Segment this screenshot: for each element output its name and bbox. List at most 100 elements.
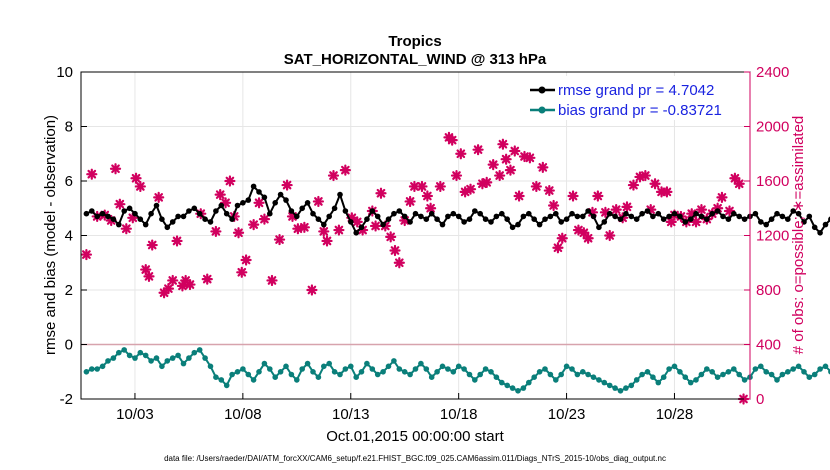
bias-marker bbox=[299, 366, 306, 372]
chart-title: Tropics bbox=[388, 33, 441, 50]
rmse-marker bbox=[558, 219, 564, 225]
x-tick-label-1: 10/08 bbox=[224, 406, 262, 423]
legend-rmse-marker bbox=[538, 86, 546, 94]
rmse-marker bbox=[385, 216, 392, 222]
obs-count-marker-stroke bbox=[237, 267, 247, 277]
legend-bias-marker bbox=[538, 106, 546, 114]
obs-count-marker bbox=[333, 224, 345, 236]
bias-marker bbox=[342, 366, 349, 372]
bias-marker bbox=[752, 366, 759, 372]
obs-count-marker bbox=[258, 213, 271, 225]
bias-marker bbox=[547, 371, 554, 378]
obs-count-marker-stroke bbox=[87, 169, 97, 179]
bias-marker bbox=[196, 347, 203, 353]
bias-marker bbox=[245, 371, 252, 378]
rmse-marker bbox=[348, 219, 354, 225]
obs-count-marker-stroke bbox=[593, 191, 603, 201]
rmse-marker bbox=[493, 213, 500, 220]
obs-count-marker bbox=[130, 172, 142, 184]
obs-count-marker-stroke bbox=[417, 182, 427, 191]
obs-count-marker-stroke bbox=[629, 180, 638, 190]
rmse-marker bbox=[191, 205, 198, 212]
left-axis-label: rmse and bias (model - observation) bbox=[42, 115, 59, 355]
x-tick-label-4: 10/23 bbox=[548, 406, 586, 423]
obs-count-marker bbox=[455, 148, 467, 160]
rmse-marker bbox=[148, 210, 154, 217]
obs-count-marker bbox=[695, 204, 708, 216]
x-axis-label: Oct.01,2015 00:00:00 start bbox=[326, 428, 504, 445]
bias-marker bbox=[526, 379, 532, 386]
obs-count-marker-stroke bbox=[482, 178, 492, 187]
obs-count-marker-stroke bbox=[371, 221, 380, 231]
obs-count-marker-stroke bbox=[394, 258, 404, 268]
obs-count-marker bbox=[434, 180, 446, 193]
obs-count-marker-stroke bbox=[241, 255, 251, 265]
rmse-marker bbox=[337, 191, 343, 198]
rmse-marker bbox=[164, 224, 171, 231]
rmse-marker bbox=[520, 213, 527, 220]
obs-count-marker-stroke bbox=[386, 232, 396, 242]
obs-count-marker bbox=[143, 270, 155, 282]
bias-marker bbox=[428, 374, 435, 381]
bias-marker bbox=[407, 371, 413, 378]
rmse-marker bbox=[795, 210, 802, 217]
obs-count-marker-stroke bbox=[358, 225, 367, 235]
obs-count-marker bbox=[733, 178, 745, 190]
rmse-marker bbox=[785, 216, 791, 222]
bias-marker bbox=[795, 363, 802, 370]
rmse-marker bbox=[477, 210, 484, 217]
bias-marker bbox=[774, 377, 780, 383]
rmse-marker bbox=[741, 216, 748, 222]
rmse-marker bbox=[288, 208, 295, 214]
right-tick-label-6: 2400 bbox=[756, 64, 789, 81]
left-tick-label-5: 8 bbox=[65, 119, 73, 136]
rmse-series bbox=[83, 183, 830, 236]
obs-count-marker-stroke bbox=[82, 250, 91, 259]
bias-marker bbox=[623, 385, 629, 391]
bias-marker bbox=[612, 385, 618, 391]
obs-count-marker-stroke bbox=[725, 206, 734, 216]
rmse-marker bbox=[304, 200, 311, 206]
obs-count-marker bbox=[567, 190, 579, 202]
obs-count-marker bbox=[201, 273, 213, 285]
obs-count-marker-stroke bbox=[435, 182, 445, 191]
obs-count-marker bbox=[171, 235, 183, 247]
rmse-marker bbox=[428, 210, 435, 217]
left-tick-label-1: 0 bbox=[65, 337, 73, 354]
obs-count-marker-stroke bbox=[605, 231, 615, 240]
bias-marker bbox=[256, 369, 262, 375]
rmse-marker bbox=[725, 216, 732, 222]
bias-marker bbox=[682, 374, 689, 381]
bias-marker bbox=[655, 379, 662, 386]
obs-count-marker bbox=[552, 242, 564, 254]
bias-marker bbox=[294, 377, 300, 383]
bias-marker bbox=[515, 388, 521, 394]
bias-marker bbox=[666, 366, 672, 372]
bias-marker bbox=[698, 371, 705, 378]
bias-marker bbox=[596, 377, 602, 383]
bias-marker bbox=[704, 366, 710, 372]
rmse-marker bbox=[709, 210, 715, 217]
obs-count-marker-stroke bbox=[111, 164, 120, 174]
obs-count-marker bbox=[214, 189, 226, 201]
obs-count-marker bbox=[253, 197, 265, 209]
bias-marker bbox=[99, 363, 106, 370]
rmse-marker bbox=[445, 213, 451, 220]
rmse-marker bbox=[687, 216, 694, 222]
bias-marker bbox=[493, 374, 500, 381]
rmse-marker bbox=[110, 216, 117, 222]
obs-count-marker-stroke bbox=[181, 276, 191, 285]
rmse-marker bbox=[536, 221, 543, 228]
bias-marker bbox=[218, 377, 225, 383]
obs-count-marker-stroke bbox=[423, 191, 432, 201]
rmse-marker bbox=[283, 197, 289, 203]
obs-count-marker-stroke bbox=[249, 220, 258, 229]
obs-count-marker bbox=[240, 254, 252, 266]
rmse-marker bbox=[277, 191, 284, 198]
rmse-marker bbox=[563, 216, 570, 222]
rmse-marker bbox=[94, 213, 100, 220]
rmse-marker bbox=[116, 221, 122, 228]
obs-count-marker bbox=[509, 145, 521, 157]
rmse-marker bbox=[401, 213, 408, 220]
rmse-marker bbox=[423, 216, 430, 222]
